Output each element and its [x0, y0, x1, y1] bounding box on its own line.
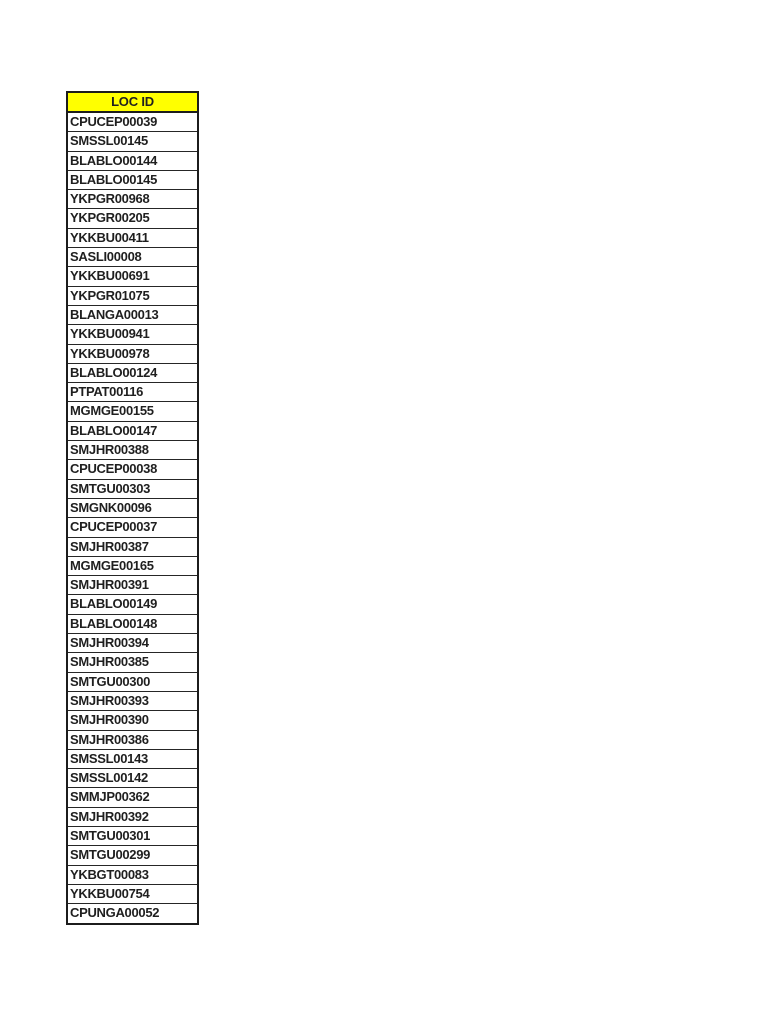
table-row: SMJHR00392	[68, 807, 197, 827]
table-row: SMTGU00299	[68, 846, 197, 866]
loc-id-rows: CPUCEP00039 SMSSL00145 BLABLO00144 BLABLO00…	[68, 113, 197, 924]
table-row: SMMJP00362	[68, 788, 197, 808]
table-row: YKKBU00411	[68, 228, 197, 249]
table-row: MGMGE00165	[68, 556, 197, 577]
table-row: SMJHR00388	[68, 441, 197, 461]
table-row: SMJHR00394	[68, 634, 197, 654]
table-row: BLABLO00148	[68, 614, 197, 635]
loc-id-header-cell: LOC ID	[68, 93, 197, 113]
table-row: PTPAT00116	[68, 383, 197, 403]
table-row: BLABLO00124	[68, 363, 197, 384]
table-row: MGMGE00155	[68, 402, 197, 422]
table-row: SMJHR00387	[68, 537, 197, 557]
table-row: SMGNK00096	[68, 498, 197, 519]
table-row: YKKBU00754	[68, 884, 197, 905]
table-row: BLABLO00147	[68, 421, 197, 442]
table-row: SMJHR00391	[68, 576, 197, 596]
table-row: YKPGR00205	[68, 209, 197, 229]
table-row: SMJHR00386	[68, 730, 197, 750]
table-row: BLANGA00013	[68, 305, 197, 326]
loc-id-table: LOC ID CPUCEP00039 SMSSL00145 BLABLO00144 B…	[66, 91, 199, 926]
table-row: SMJHR00393	[68, 691, 197, 712]
table-row: BLABLO00145	[68, 170, 197, 191]
table-row: SMJHR00385	[68, 653, 197, 673]
table-row: SMSSL00145	[68, 132, 197, 152]
table-row: BLABLO00149	[68, 595, 197, 615]
table-row: YKKBU00978	[68, 344, 197, 364]
table-row: SMTGU00301	[68, 826, 197, 847]
table-row: SMSSL00142	[68, 769, 197, 789]
table-row: CPUCEP00039	[68, 113, 197, 133]
table-row: BLABLO00144	[68, 151, 197, 171]
table-row: YKPGR00968	[68, 190, 197, 210]
table-row: CPUNGA00052	[68, 904, 197, 924]
table-row: YKBGT00083	[68, 865, 197, 885]
table-row: YKPGR01075	[68, 286, 197, 306]
table-row: SASLI00008	[68, 248, 197, 268]
table-row: CPUCEP00037	[68, 518, 197, 538]
table-row: SMJHR00390	[68, 711, 197, 731]
table-row: YKKBU00691	[68, 267, 197, 287]
table-row: SMSSL00143	[68, 749, 197, 770]
table-row: SMTGU00300	[68, 672, 197, 692]
table-row: CPUCEP00038	[68, 460, 197, 480]
table-row: YKKBU00941	[68, 325, 197, 345]
table-row: SMTGU00303	[68, 479, 197, 499]
